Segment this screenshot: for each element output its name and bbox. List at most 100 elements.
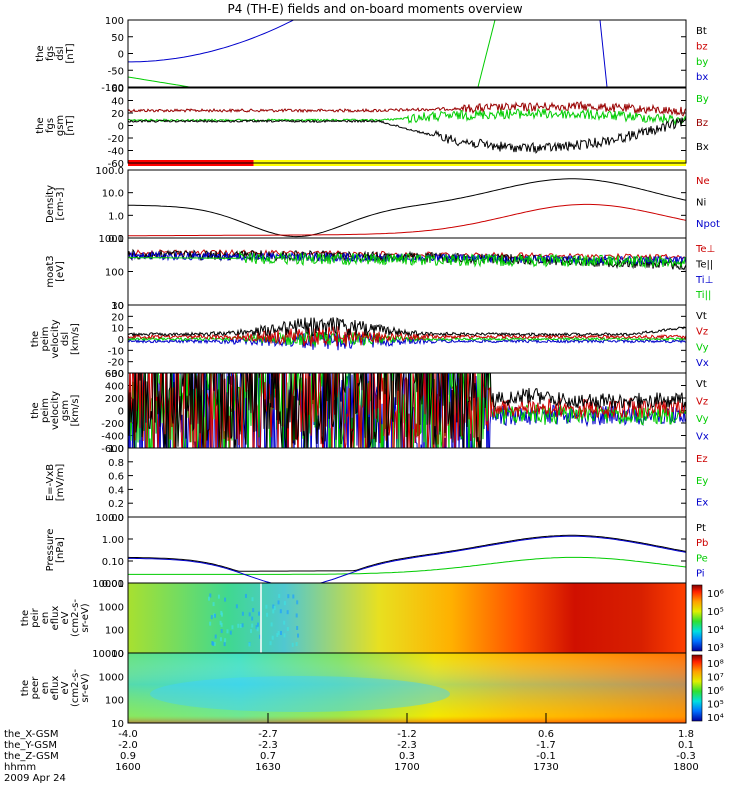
panel-velocity-dsl: the peim velocity dsl [km/s]3020100-10-20-30…: [30, 301, 709, 380]
ytick-label: 10.00: [95, 513, 124, 524]
xaxis-value: 1600: [115, 762, 140, 773]
legend-bz: Bz: [696, 118, 708, 129]
ytick-label: 10: [111, 324, 124, 335]
legend-by: by: [696, 57, 708, 68]
panel-efield: E=-VxB [mV/m] 1.0 0.8 0.6 0.4 0.2 0.0 Ez Ey Ex: [45, 444, 708, 524]
xaxis-value: -2.0: [118, 740, 138, 751]
spectrogram-speck: [229, 630, 232, 635]
colorbar-label: 10³: [707, 643, 724, 654]
legend-ti⊥: Ti⊥: [695, 275, 713, 286]
ylabel-line: eflux: [50, 606, 61, 631]
ytick-label: 200: [105, 394, 124, 405]
ylabel-line: dsl: [60, 332, 71, 346]
ytick-label: 1000: [99, 234, 124, 245]
series-pt: [128, 534, 686, 572]
spectrogram-speck: [219, 637, 222, 642]
xaxis-row-label: the_Z-GSM: [4, 751, 59, 762]
spectrogram-speck: [276, 633, 279, 638]
series-vt: [128, 373, 686, 448]
series-ti-par: [128, 250, 686, 269]
ylabel-line: Pressure: [45, 529, 56, 572]
ytick-label: -20: [108, 134, 124, 145]
spectrogram-speck: [256, 622, 259, 627]
ytick-label: 10000: [92, 579, 124, 590]
xaxis-value: 1730: [533, 762, 558, 773]
legend-te⊥: Te⊥: [695, 244, 715, 255]
spectrogram-overlay: [128, 653, 686, 723]
ytick-label: -60: [108, 159, 124, 170]
spectrogram-speck: [209, 593, 212, 598]
ytick-label: 0: [118, 407, 124, 418]
spectrogram-speck: [255, 625, 258, 630]
xaxis-value: -2.3: [397, 740, 417, 751]
legend-ni: Ni: [696, 197, 706, 208]
ylabel-line: en: [40, 682, 51, 695]
panel-frame: [127, 87, 687, 164]
ylabel-line: the: [20, 610, 31, 626]
xaxis-value: -1.2: [397, 729, 417, 740]
spectrogram-speck: [265, 604, 268, 609]
spectrogram-speck: [295, 613, 298, 618]
ylabel-line: the: [30, 402, 41, 418]
spectrogram-speck: [209, 621, 212, 626]
xaxis-row-label: the_X-GSM: [4, 729, 58, 740]
ytick-label: 20: [111, 312, 124, 323]
ylabel-line: fgs: [45, 46, 56, 61]
colorbar-label: 10⁴: [707, 713, 724, 724]
panel-temperature: moat3 [eV] 1000 100 10 Te⊥ Te|| Ti⊥ Ti||: [45, 234, 715, 312]
series-vt: [128, 317, 686, 338]
ytick-label: 100: [105, 696, 124, 707]
spectrogram-speck: [292, 594, 295, 599]
spectrogram-speck: [239, 623, 242, 628]
spectrogram-speck: [277, 630, 280, 635]
series-vy: [128, 329, 686, 347]
ylabel-line: eflux: [50, 676, 61, 701]
series-pe: [128, 556, 686, 575]
ytick-label: 0.10: [102, 557, 124, 568]
panel-frame: [127, 516, 687, 584]
legend-vy: Vy: [696, 342, 709, 353]
spectrogram-speck: [258, 611, 261, 616]
legend-by: By: [696, 94, 709, 105]
panel-peir-spectrogram: the peir en eflux eV (cm2-s-sr-eV) 10000 1000 10…: [20, 579, 724, 660]
xaxis-value: 0.6: [538, 729, 554, 740]
ylabel-line: the: [35, 45, 46, 61]
ylabel-line: [nT]: [65, 43, 76, 63]
spectrogram-speck: [283, 601, 286, 606]
series-by-rise: [477, 20, 496, 87]
ytick-label: -10: [108, 346, 124, 357]
spectrogram-speck: [279, 609, 282, 614]
ylabel-line: eV: [60, 681, 71, 694]
ytick-label: -20: [108, 358, 124, 369]
spectrogram-speck: [217, 594, 220, 599]
ylabel-line: fgs: [45, 118, 56, 133]
ytick-label: 10: [111, 719, 124, 730]
spectrogram-speck: [241, 611, 244, 616]
legend-bx: bx: [696, 72, 708, 83]
spectrogram-speck: [283, 620, 286, 625]
spectrogram-speck: [220, 610, 223, 615]
xaxis-value: -0.1: [536, 751, 556, 762]
date-label: 2009 Apr 24: [4, 773, 66, 784]
spectrogram-speck: [287, 594, 290, 599]
ylabel-line: E=-VxB: [45, 464, 56, 501]
ylabel-line: moat3: [45, 255, 56, 287]
legend-ex: Ex: [696, 498, 708, 509]
ylabel-line: peir: [30, 607, 41, 627]
spectrogram-speck: [235, 604, 238, 609]
ylabel-line: the: [35, 117, 46, 133]
ylabel-line: (cm2-s-: [70, 669, 81, 707]
ylabel-line: peim: [40, 398, 51, 423]
spectrogram-speck: [286, 610, 289, 615]
spectrogram-speck: [272, 609, 275, 614]
legend-npot: Npot: [696, 219, 720, 230]
ytick-label: 0.8: [108, 458, 124, 469]
ylabel-line: en: [40, 612, 51, 625]
ytick-label: 1000: [99, 672, 124, 683]
xaxis-value: -4.0: [118, 729, 138, 740]
legend-bt: Bt: [696, 26, 707, 37]
spectrogram-speck: [295, 642, 298, 647]
spectrogram-speck: [248, 612, 251, 617]
spectrogram-speck: [231, 625, 234, 630]
